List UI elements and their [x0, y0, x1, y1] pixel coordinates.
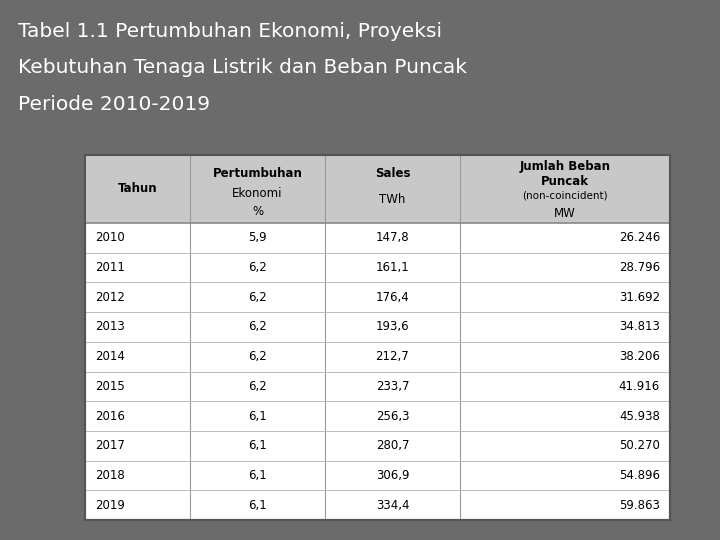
Text: 2016: 2016	[95, 409, 125, 422]
Text: 5,9: 5,9	[248, 231, 267, 244]
Text: 31.692: 31.692	[619, 291, 660, 303]
Text: 6,1: 6,1	[248, 469, 267, 482]
Text: 6,2: 6,2	[248, 291, 267, 303]
Text: Puncak: Puncak	[541, 175, 589, 188]
Text: 6,1: 6,1	[248, 498, 267, 512]
Text: Periode 2010-2019: Periode 2010-2019	[18, 95, 210, 114]
Text: MW: MW	[554, 207, 576, 220]
Text: Ekonomi: Ekonomi	[233, 187, 283, 200]
Text: (non-coincident): (non-coincident)	[522, 191, 608, 201]
Text: 38.206: 38.206	[619, 350, 660, 363]
Text: 26.246: 26.246	[618, 231, 660, 244]
Text: 334,4: 334,4	[376, 498, 409, 512]
Text: Jumlah Beban: Jumlah Beban	[520, 160, 611, 173]
Text: 6,2: 6,2	[248, 261, 267, 274]
Text: 147,8: 147,8	[376, 231, 409, 244]
Bar	[85, 155, 670, 223]
Text: 6,1: 6,1	[248, 409, 267, 422]
Text: 2010: 2010	[95, 231, 125, 244]
Text: 6,2: 6,2	[248, 350, 267, 363]
Text: %: %	[252, 205, 263, 218]
Text: 54.896: 54.896	[619, 469, 660, 482]
Text: 45.938: 45.938	[619, 409, 660, 422]
Text: 59.863: 59.863	[619, 498, 660, 512]
Text: 6,1: 6,1	[248, 439, 267, 453]
Text: 161,1: 161,1	[376, 261, 410, 274]
Text: TWh: TWh	[379, 193, 405, 206]
Text: Tahun: Tahun	[117, 183, 157, 195]
Text: 2017: 2017	[95, 439, 125, 453]
Text: 280,7: 280,7	[376, 439, 409, 453]
Text: 2013: 2013	[95, 320, 125, 333]
Text: 2012: 2012	[95, 291, 125, 303]
Text: 2011: 2011	[95, 261, 125, 274]
Text: Sales: Sales	[374, 167, 410, 180]
Text: 34.813: 34.813	[619, 320, 660, 333]
Text: 2014: 2014	[95, 350, 125, 363]
Text: Kebutuhan Tenaga Listrik dan Beban Puncak: Kebutuhan Tenaga Listrik dan Beban Punca…	[18, 58, 467, 77]
Text: 41.916: 41.916	[618, 380, 660, 393]
Text: 256,3: 256,3	[376, 409, 409, 422]
Text: 50.270: 50.270	[619, 439, 660, 453]
Text: Tabel 1.1 Pertumbuhan Ekonomi, Proyeksi: Tabel 1.1 Pertumbuhan Ekonomi, Proyeksi	[18, 22, 442, 41]
Text: 2019: 2019	[95, 498, 125, 512]
Bar	[85, 155, 670, 520]
Text: 28.796: 28.796	[619, 261, 660, 274]
Text: 6,2: 6,2	[248, 320, 267, 333]
Text: 233,7: 233,7	[376, 380, 409, 393]
Text: 2015: 2015	[95, 380, 125, 393]
Text: 306,9: 306,9	[376, 469, 409, 482]
Text: 176,4: 176,4	[376, 291, 410, 303]
Text: 193,6: 193,6	[376, 320, 409, 333]
Text: 6,2: 6,2	[248, 380, 267, 393]
Text: Pertumbuhan: Pertumbuhan	[212, 167, 302, 180]
Text: 212,7: 212,7	[376, 350, 410, 363]
Text: 2018: 2018	[95, 469, 125, 482]
